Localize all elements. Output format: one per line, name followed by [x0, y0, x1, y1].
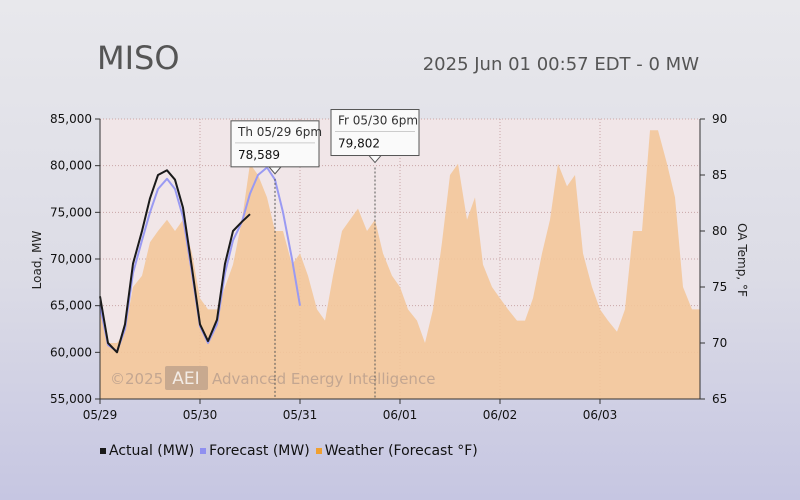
legend-item-forecast[interactable]: Forecast (MW)	[200, 443, 310, 459]
legend-label-forecast: Forecast (MW)	[209, 443, 310, 459]
y-tick-label-3: 70,000	[50, 252, 92, 266]
tooltips: Th 05/29 6pm 78,589 Fr 05/30 6pm 79,802	[230, 109, 420, 175]
axes: 55,000 60,000 65,000 70,000 75,000 80,000 85,0…	[50, 112, 727, 422]
legend-label-weather: Weather (Forecast °F)	[324, 443, 478, 459]
y2-tick-label-4: 85	[712, 168, 727, 182]
tooltip-value-0: 78,589	[238, 148, 280, 162]
tooltip-guides	[274, 167, 376, 399]
y2-tick-label-5: 90	[712, 112, 727, 126]
legend-swatch-actual	[100, 448, 106, 454]
y-tick-label-0: 55,000	[50, 392, 92, 406]
x-tick-label-2: 05/31	[283, 408, 318, 422]
actual-line-path	[99, 169, 251, 354]
y-axis-label: Load, MW	[30, 231, 44, 290]
y-tick-label-6: 85,000	[50, 112, 92, 126]
legend: Actual (MW) Forecast (MW) Weather (Forec…	[100, 443, 480, 459]
legend-swatch-weather	[315, 448, 322, 454]
tooltip-box-1	[330, 109, 420, 157]
y-tick-label-1: 60,000	[50, 345, 92, 359]
watermark-logo-box	[165, 366, 208, 390]
x-tick-label-0: 05/29	[83, 408, 118, 422]
x-tick-label-4: 06/02	[483, 408, 518, 422]
legend-item-weather[interactable]: Weather (Forecast °F)	[315, 443, 478, 459]
y-tick-label-5: 80,000	[50, 159, 92, 173]
y2-tick-label-3: 80	[712, 224, 727, 238]
y-tick-label-4: 75,000	[50, 205, 92, 219]
watermark-company: Advanced Energy Intelligence	[212, 370, 435, 388]
watermark: ©2025 AEI Advanced Energy Intelligence	[110, 366, 435, 390]
x-tick-label-3: 06/01	[383, 408, 418, 422]
legend-item-actual[interactable]: Actual (MW)	[100, 443, 194, 459]
legend-swatch-forecast	[200, 448, 207, 454]
actual-series	[99, 169, 251, 354]
weather-area-fill	[100, 130, 700, 399]
legend-label-actual: Actual (MW)	[109, 443, 195, 459]
y2-axis-label: OA Temp, °F	[735, 223, 749, 297]
tooltip-time-0: Th 05/29 6pm	[237, 125, 322, 139]
chart-title: MISO	[97, 39, 180, 77]
watermark-logo: AEI	[172, 369, 199, 389]
x-tick-label-1: 05/30	[183, 408, 218, 422]
watermark-copyright: ©2025	[110, 370, 163, 388]
tooltip-box-0	[230, 120, 320, 168]
tooltip-time-1: Fr 05/30 6pm	[338, 114, 418, 128]
tooltip-value-1: 79,802	[338, 137, 380, 151]
y2-tick-label-2: 75	[712, 280, 727, 294]
weather-area	[100, 130, 700, 399]
y-tick-label-2: 65,000	[50, 299, 92, 313]
chart-timestamp: 2025 Jun 01 00:57 EDT - 0 MW	[423, 54, 699, 75]
x-tick-label-5: 06/03	[583, 408, 618, 422]
y2-tick-label-1: 70	[712, 336, 727, 350]
y2-tick-label-0: 65	[712, 392, 727, 406]
